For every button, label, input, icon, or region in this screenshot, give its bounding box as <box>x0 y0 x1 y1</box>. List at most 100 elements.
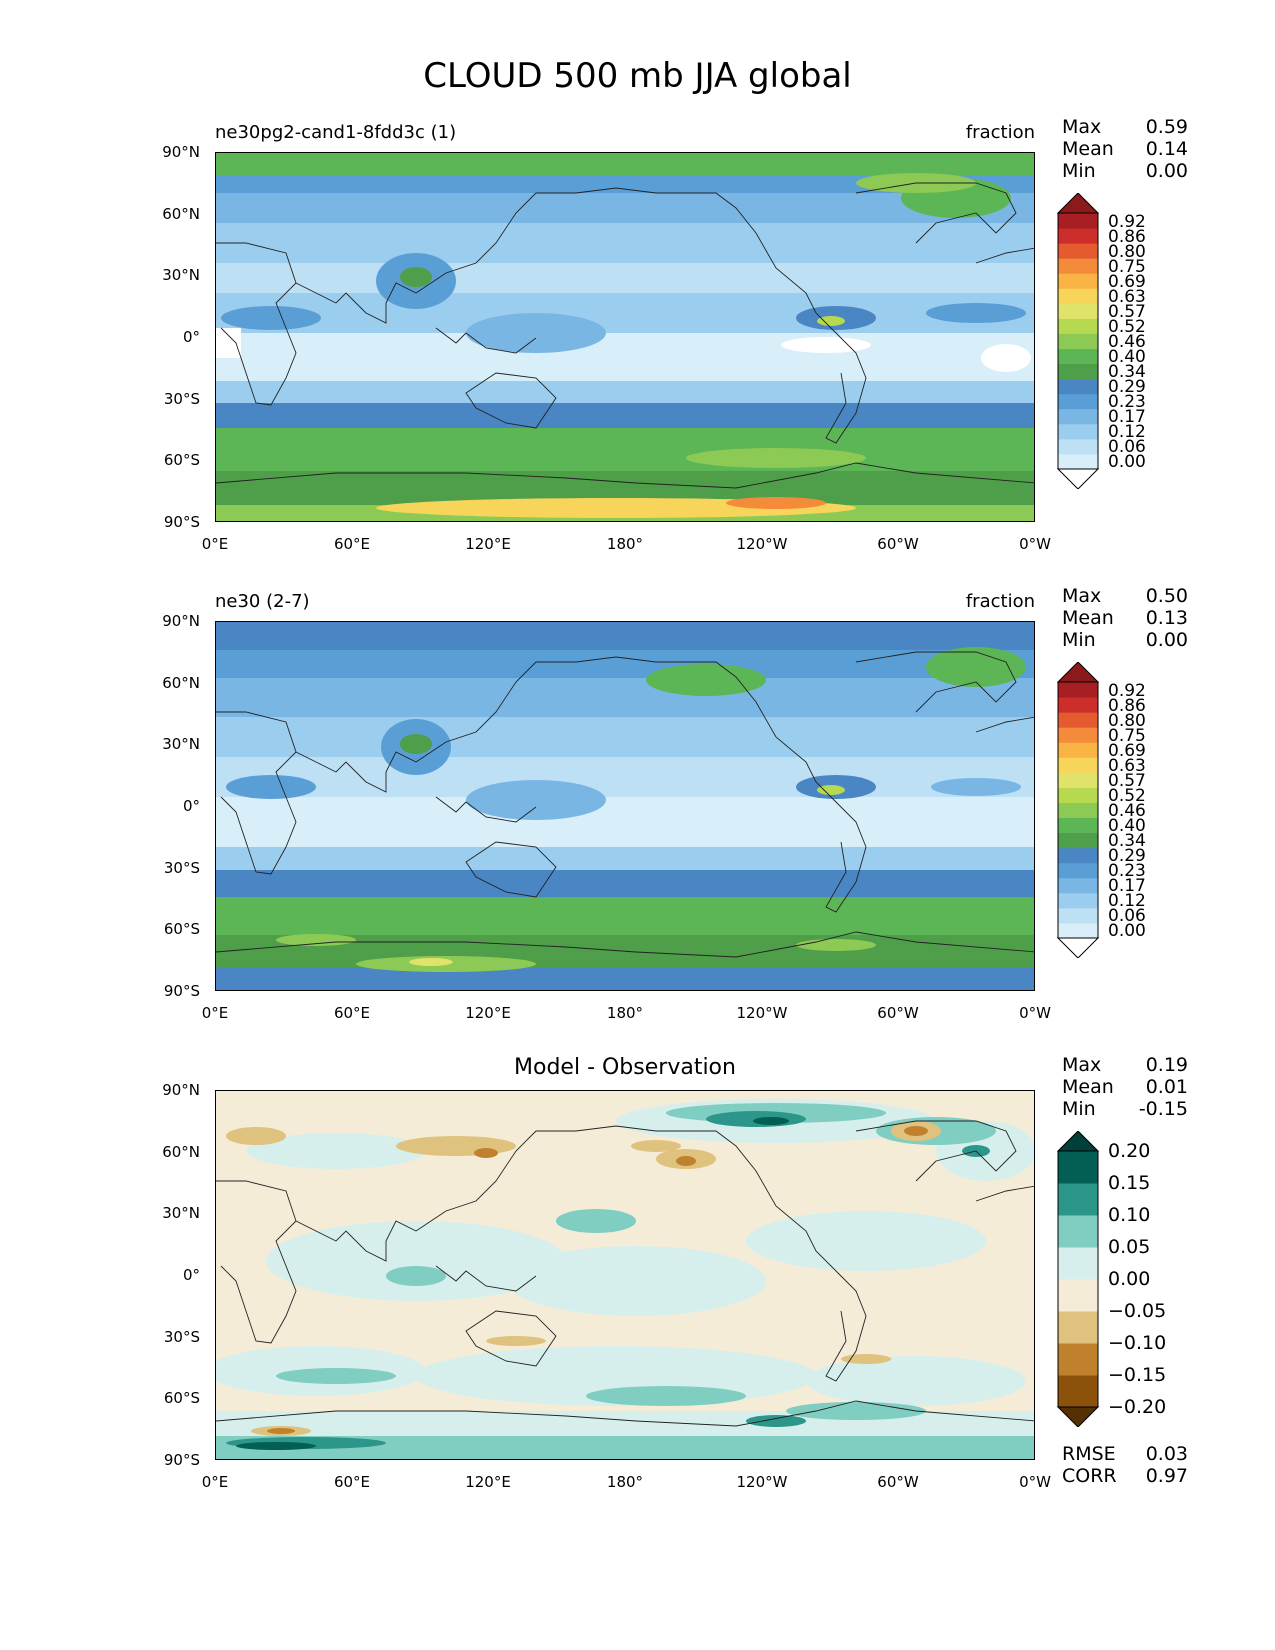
panel-1-contour-field <box>216 153 1034 521</box>
ytick-label: 90°N <box>162 612 200 630</box>
corr-label: CORR <box>1062 1465 1117 1487</box>
colorbar-segment <box>1058 877 1098 894</box>
colorbar-tick-label: 0.23 <box>1108 392 1146 412</box>
panel-1-max-value: 0.59 <box>1145 116 1188 138</box>
panel-1-map <box>215 152 1035 522</box>
xtick-label: 0°E <box>201 1004 229 1022</box>
colorbar-frame <box>1057 212 1099 470</box>
colorbar-segment <box>1058 922 1098 939</box>
colorbar-tick-label: 0.69 <box>1108 741 1146 761</box>
ytick-label: 90°S <box>163 982 200 1000</box>
ytick-label: 90°N <box>162 1081 200 1099</box>
ytick-label: 30°N <box>162 266 200 284</box>
xtick-label: 120°W <box>736 1004 788 1022</box>
panel-2-colorbar <box>1055 661 1101 962</box>
ytick-label: 60°N <box>162 205 200 223</box>
ytick-label: 90°S <box>163 513 200 531</box>
panel-3-max-value: 0.19 <box>1145 1054 1188 1076</box>
xtick-label: 120°E <box>465 1004 511 1022</box>
colorbar-tick-label: 0.92 <box>1108 212 1146 232</box>
colorbar-tick-label: 0.23 <box>1108 861 1146 881</box>
xtick-label: 180° <box>606 535 644 553</box>
panel-1-units: fraction <box>965 122 1035 143</box>
colorbar-tick-label: 0.00 <box>1108 452 1146 472</box>
colorbar-over-triangle <box>1056 661 1100 683</box>
panel-3-min-value: -0.15 <box>1138 1098 1188 1120</box>
xtick-label: 0°W <box>1019 535 1051 553</box>
ytick-label: 90°N <box>162 143 200 161</box>
xtick-label: 180° <box>606 1004 644 1022</box>
ytick-label: 0° <box>182 1266 200 1284</box>
panel-3-title: Model - Observation <box>514 1055 736 1080</box>
panel-3-mean-label: Mean <box>1062 1076 1114 1098</box>
colorbar-segment <box>1058 333 1098 350</box>
colorbar-segment <box>1058 772 1098 788</box>
colorbar-segment <box>1058 348 1098 365</box>
colorbar-segment <box>1058 847 1098 864</box>
panel-3-map <box>215 1090 1035 1460</box>
colorbar-segment <box>1058 787 1098 803</box>
colorbar-segment <box>1058 318 1098 334</box>
colorbar-under-triangle <box>1056 937 1100 959</box>
colorbar-tick-label: 0.40 <box>1108 347 1146 367</box>
panel-1-max-label: Max <box>1062 116 1102 138</box>
xtick-label: 120°E <box>465 535 511 553</box>
xtick-label: 60°W <box>877 535 919 553</box>
xtick-label: 0°W <box>1019 1473 1051 1491</box>
panel-1-min-label: Min <box>1062 160 1096 182</box>
rmse-label: RMSE <box>1062 1443 1116 1465</box>
panel-2-min-label: Min <box>1062 629 1096 651</box>
colorbar-segment <box>1058 303 1098 319</box>
panel-2-title: ne30 (2-7) <box>215 591 310 612</box>
colorbar-tick-label: 0.12 <box>1108 422 1146 442</box>
colorbar-segment <box>1058 817 1098 834</box>
colorbar-tick-label: 0.52 <box>1108 786 1146 806</box>
xtick-label: 120°W <box>736 535 788 553</box>
colorbar-segment <box>1058 378 1098 395</box>
ytick-label: 60°N <box>162 674 200 692</box>
colorbar-tick-label: 0.20 <box>1108 1140 1151 1162</box>
ytick-label: 30°S <box>163 390 200 408</box>
panel-3-mean-value: 0.01 <box>1145 1076 1188 1098</box>
colorbar-segment <box>1058 363 1098 380</box>
panel-1-colorbar <box>1055 192 1101 493</box>
xtick-label: 60°E <box>333 1004 371 1022</box>
ytick-label: 0° <box>182 328 200 346</box>
colorbar-segment <box>1058 802 1098 819</box>
colorbar-over-triangle <box>1056 1130 1100 1152</box>
panel-3-max-label: Max <box>1062 1054 1102 1076</box>
colorbar-tick-label: 0.29 <box>1108 377 1146 397</box>
figure-title: CLOUD 500 mb JJA global <box>423 56 852 96</box>
xtick-label: 60°W <box>877 1004 919 1022</box>
colorbar-tick-label: 0.15 <box>1108 1172 1151 1194</box>
colorbar-segment <box>1058 1343 1098 1376</box>
xtick-label: 60°E <box>333 535 371 553</box>
panel-2-colorbar-bar <box>1056 661 1100 959</box>
panel-1-min-value: 0.00 <box>1145 160 1188 182</box>
colorbar-tick-label: 0.06 <box>1108 437 1146 457</box>
ytick-label: 0° <box>182 797 200 815</box>
colorbar-segment <box>1058 438 1098 455</box>
colorbar-segment <box>1058 682 1098 698</box>
colorbar-frame <box>1057 1150 1099 1408</box>
colorbar-tick-label: −0.10 <box>1108 1332 1167 1354</box>
ytick-label: 60°N <box>162 1143 200 1161</box>
colorbar-tick-label: 0.34 <box>1108 831 1146 851</box>
colorbar-tick-label: −0.20 <box>1108 1396 1167 1418</box>
colorbar-tick-label: 0.80 <box>1108 711 1146 731</box>
colorbar-tick-label: 0.75 <box>1108 257 1146 277</box>
colorbar-tick-label: 0.92 <box>1108 681 1146 701</box>
colorbar-tick-label: 0.00 <box>1108 921 1146 941</box>
colorbar-tick-label: 0.63 <box>1108 287 1146 307</box>
colorbar-segment <box>1058 393 1098 410</box>
colorbar-tick-label: 0.57 <box>1108 771 1146 791</box>
colorbar-segment <box>1058 862 1098 879</box>
colorbar-segment <box>1058 453 1098 470</box>
panel-2-min-value: 0.00 <box>1145 629 1188 651</box>
colorbar-tick-label: 0.86 <box>1108 696 1146 716</box>
colorbar-segment <box>1058 907 1098 924</box>
panel-3-min-label: Min <box>1062 1098 1096 1120</box>
colorbar-segment <box>1058 757 1098 773</box>
colorbar-tick-label: 0.29 <box>1108 846 1146 866</box>
colorbar-tick-label: 0.86 <box>1108 227 1146 247</box>
